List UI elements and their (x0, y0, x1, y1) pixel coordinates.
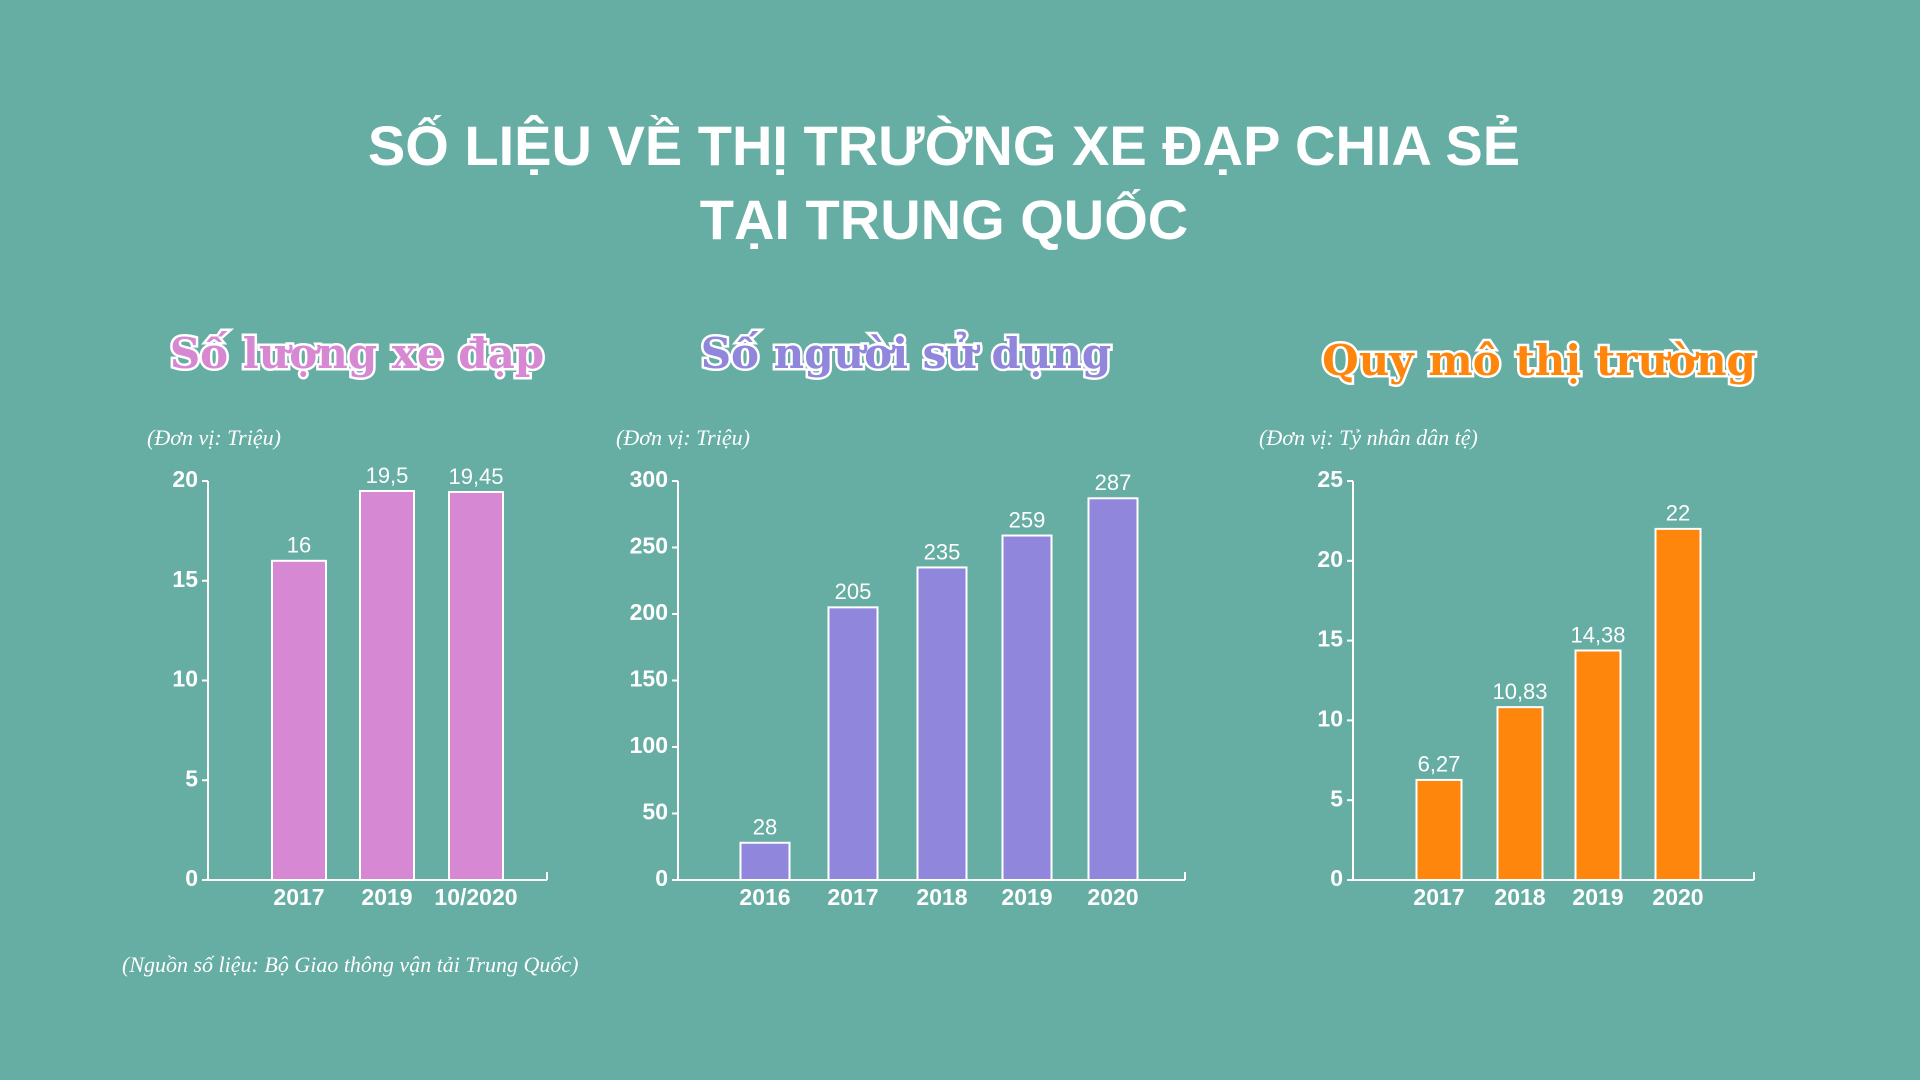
y-tick-label: 150 (630, 666, 668, 692)
x-tick-label: 10/2020 (434, 884, 517, 910)
x-tick-label: 2020 (1087, 884, 1138, 910)
bar (827, 606, 879, 881)
bar (739, 841, 791, 882)
value-label: 14,38 (1570, 622, 1625, 647)
x-tick-label: 2017 (827, 884, 878, 910)
x-tick-label: 2019 (1001, 884, 1052, 910)
y-tick-label: 0 (185, 865, 198, 891)
y-tick-label: 20 (1317, 546, 1343, 572)
value-label: 10,83 (1492, 679, 1547, 704)
y-tick-label: 0 (655, 865, 668, 891)
x-tick-label: 2018 (916, 884, 967, 910)
y-tick-label: 20 (172, 466, 198, 492)
bar (1574, 649, 1622, 881)
x-tick-label: 2018 (1494, 884, 1545, 910)
value-label: 259 (1009, 507, 1046, 532)
y-tick-label: 10 (172, 666, 198, 692)
unit-label: (Đơn vị: Triệu) (616, 425, 750, 450)
y-tick-label: 10 (1317, 705, 1343, 731)
y-tick-label: 15 (1317, 626, 1343, 652)
bar (271, 559, 327, 881)
main-title: TẠI TRUNG QUỐC (700, 188, 1188, 251)
value-label: 22 (1666, 501, 1690, 526)
y-tick-label: 5 (185, 765, 198, 791)
value-label: 16 (287, 533, 311, 558)
source-note: (Nguồn số liệu: Bộ Giao thông vận tải Tr… (122, 952, 578, 977)
main-title: SỐ LIỆU VỀ THỊ TRƯỜNG XE ĐẠP CHIA SẺ (368, 114, 1520, 177)
x-tick-label: 2016 (739, 884, 790, 910)
x-tick-label: 2020 (1652, 884, 1703, 910)
bar (1415, 778, 1463, 881)
y-tick-label: 25 (1317, 466, 1343, 492)
value-label: 235 (924, 539, 961, 564)
value-label: 28 (753, 815, 777, 840)
chart-title: Số người sử dụng (701, 329, 1112, 378)
x-tick-label: 2017 (273, 884, 324, 910)
x-tick-label: 2019 (1572, 884, 1623, 910)
value-label: 19,5 (366, 463, 409, 488)
value-label: 287 (1095, 470, 1132, 495)
value-label: 19,45 (448, 464, 503, 489)
y-tick-label: 15 (172, 566, 198, 592)
y-tick-label: 200 (630, 599, 668, 625)
bar (916, 566, 968, 881)
bar (1654, 527, 1702, 881)
y-tick-label: 5 (1330, 785, 1343, 811)
value-label: 6,27 (1418, 752, 1461, 777)
y-tick-label: 0 (1330, 865, 1343, 891)
x-tick-label: 2019 (361, 884, 412, 910)
unit-label: (Đơn vị: Triệu) (147, 425, 281, 450)
bar (448, 490, 504, 881)
bar (359, 489, 415, 881)
unit-label: (Đơn vị: Tỷ nhân dân tệ) (1259, 425, 1478, 450)
chart-title: Quy mô thị trường (1322, 336, 1756, 385)
x-tick-label: 2017 (1413, 884, 1464, 910)
y-tick-label: 100 (630, 732, 668, 758)
y-tick-label: 300 (630, 466, 668, 492)
bar (1001, 534, 1053, 882)
y-tick-label: 50 (642, 799, 668, 825)
bar (1496, 706, 1544, 881)
value-label: 205 (835, 579, 872, 604)
bar (1087, 497, 1139, 881)
y-tick-label: 250 (630, 533, 668, 559)
chart-title: Số lượng xe đạp (170, 329, 544, 378)
